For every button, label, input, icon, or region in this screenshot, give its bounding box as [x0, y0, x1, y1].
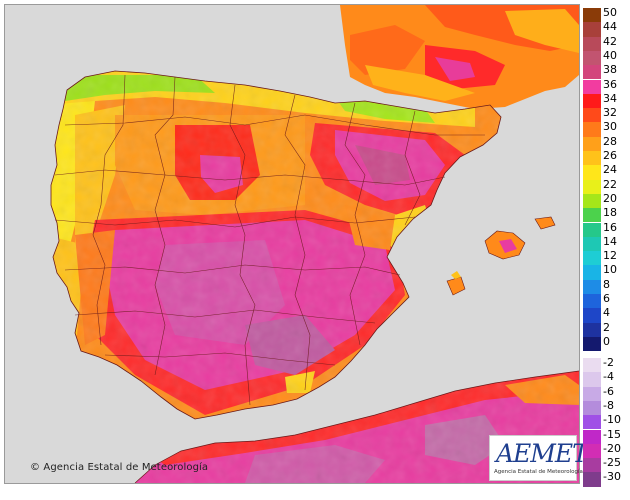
temperature-legend: 50 44 42 40 38 36 34 32 30 28 26 24 22 20 18 16 14 12 10 8 6…	[581, 6, 629, 498]
logo-tagline: Agencia Estatal de Meteorología	[494, 469, 583, 475]
legend-label-cold: -6	[603, 384, 614, 398]
legend-label-warm: 20	[603, 191, 617, 205]
legend-label-cold: -4	[603, 370, 614, 384]
legend-label-cold: -30	[603, 470, 621, 484]
legend-swatch-warm	[583, 265, 601, 280]
legend-label-warm: 24	[603, 163, 617, 177]
legend-label-warm: 32	[603, 106, 617, 120]
legend-swatch-warm	[583, 8, 601, 23]
france-region	[340, 5, 579, 109]
legend-label-warm: 4	[603, 306, 610, 320]
legend-label-warm: 0	[603, 334, 610, 348]
legend-swatch-warm	[583, 122, 601, 137]
balearic-islands	[446, 216, 556, 296]
legend-swatch-warm	[583, 279, 601, 294]
legend-swatch-warm	[583, 65, 601, 80]
legend-label-cold: -10	[603, 413, 621, 427]
legend-label-warm: 28	[603, 134, 617, 148]
legend-label-warm: 10	[603, 263, 617, 277]
legend-swatch-warm	[583, 165, 601, 180]
legend-label-warm: 2	[603, 320, 610, 334]
legend-swatch-warm	[583, 50, 601, 66]
map-canvas	[50, 5, 579, 483]
legend-swatch-warm	[583, 322, 601, 337]
legend-swatch-cold	[583, 386, 601, 401]
legend-swatch-warm	[583, 294, 601, 309]
legend-label-warm: 42	[603, 34, 617, 48]
copyright-credit: © Agencia Estatal de Meteorología	[30, 462, 208, 473]
legend-label-cold: -20	[603, 441, 621, 455]
legend-label-warm: 18	[603, 206, 617, 220]
legend-swatch-warm	[583, 22, 601, 37]
legend-swatch-warm	[583, 36, 601, 51]
legend-label-warm: 12	[603, 249, 617, 263]
legend-label-warm: 30	[603, 120, 617, 134]
legend-swatch-cold	[583, 443, 601, 459]
legend-label-cold: -15	[603, 427, 621, 441]
legend-swatch-warm	[583, 336, 601, 352]
legend-label-warm: 14	[603, 234, 617, 248]
legend-swatch-cold	[583, 358, 601, 373]
legend-label-warm: 22	[603, 177, 617, 191]
legend-label-cold: -25	[603, 456, 621, 470]
legend-swatch-warm	[583, 151, 601, 166]
legend-label-warm: 40	[603, 48, 617, 62]
legend-label-warm: 44	[603, 20, 617, 34]
legend-swatch-cold	[583, 472, 601, 487]
logo-wordmark: AEMET	[496, 439, 589, 468]
legend-swatch-warm	[583, 193, 601, 209]
legend-swatch-warm	[583, 93, 601, 109]
legend-label-cold: -8	[603, 398, 614, 412]
legend-swatch-cold	[583, 429, 601, 444]
legend-swatch-warm	[583, 308, 601, 323]
copyright-icon: ©	[30, 462, 41, 473]
legend-swatch-warm	[583, 79, 601, 94]
temperature-map	[4, 4, 580, 484]
legend-label-warm: 26	[603, 149, 617, 162]
legend-swatch-cold	[583, 372, 601, 387]
legend-label-cold: -2	[603, 356, 614, 369]
legend-swatch-warm	[583, 236, 601, 252]
legend-swatch-warm	[583, 251, 601, 266]
province-borders	[54, 74, 485, 406]
legend-swatch-cold	[583, 415, 601, 430]
legend-swatch-warm	[583, 222, 601, 237]
legend-swatch-cold	[583, 400, 601, 416]
legend-label-warm: 6	[603, 292, 610, 305]
legend-swatch-warm	[583, 136, 601, 151]
legend-label-warm: 38	[603, 63, 617, 77]
legend-label-warm: 34	[603, 91, 617, 105]
aemet-logo: AEMET Agencia Estatal de Meteorología	[489, 435, 589, 481]
legend-swatch-warm	[583, 179, 601, 194]
legend-label-warm: 50	[603, 6, 617, 19]
iberian-peninsula	[50, 70, 502, 420]
legend-label-warm: 16	[603, 220, 617, 234]
legend-swatch-warm	[583, 108, 601, 123]
credit-text: Agencia Estatal de Meteorología	[43, 462, 209, 473]
legend-swatch-cold	[583, 458, 601, 473]
legend-swatch-warm	[583, 208, 601, 223]
legend-label-warm: 8	[603, 277, 610, 291]
legend-label-warm: 36	[603, 77, 617, 91]
